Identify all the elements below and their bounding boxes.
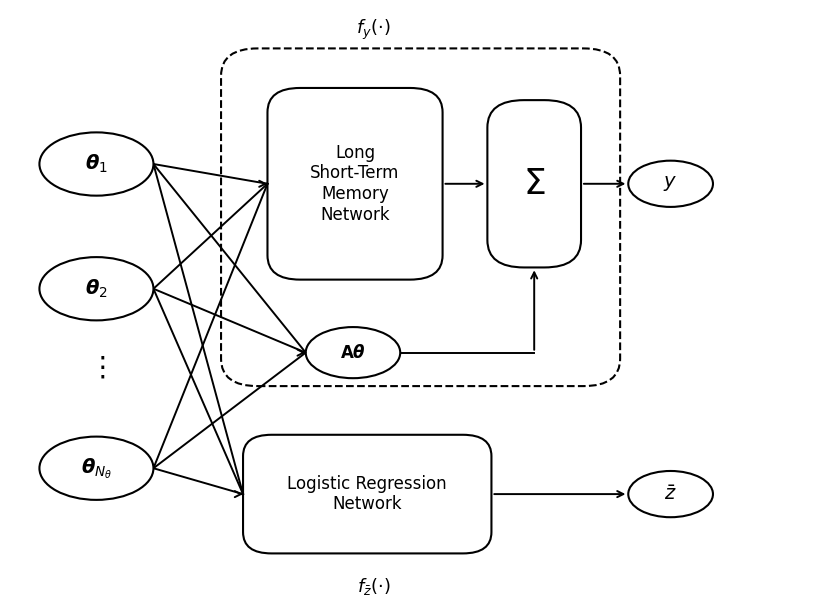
Text: Logistic Regression
Network: Logistic Regression Network [287,475,446,513]
FancyBboxPatch shape [242,435,491,553]
Ellipse shape [627,471,712,517]
Text: $f_{\bar{z}}(\cdot)$: $f_{\bar{z}}(\cdot)$ [356,577,390,597]
Text: Long
Short-Term
Memory
Network: Long Short-Term Memory Network [310,144,399,224]
Text: $\boldsymbol{\theta}_{N_\theta}$: $\boldsymbol{\theta}_{N_\theta}$ [80,456,112,481]
Text: $\boldsymbol{\theta}_2$: $\boldsymbol{\theta}_2$ [85,278,108,300]
Text: $y$: $y$ [663,174,677,193]
Ellipse shape [39,257,153,321]
Ellipse shape [627,161,712,207]
Text: $\bar{z}$: $\bar{z}$ [663,484,676,503]
Ellipse shape [39,133,153,196]
FancyBboxPatch shape [267,88,442,279]
Ellipse shape [305,327,400,378]
Text: $f_y(\cdot)$: $f_y(\cdot)$ [355,18,390,42]
Text: $\boldsymbol{\theta}_1$: $\boldsymbol{\theta}_1$ [85,153,108,175]
Ellipse shape [39,437,153,500]
Text: $\Sigma$: $\Sigma$ [523,167,545,201]
FancyBboxPatch shape [486,100,581,268]
Text: $\mathbf{A}\boldsymbol{\theta}$: $\mathbf{A}\boldsymbol{\theta}$ [340,344,365,362]
Text: $\vdots$: $\vdots$ [88,354,105,382]
